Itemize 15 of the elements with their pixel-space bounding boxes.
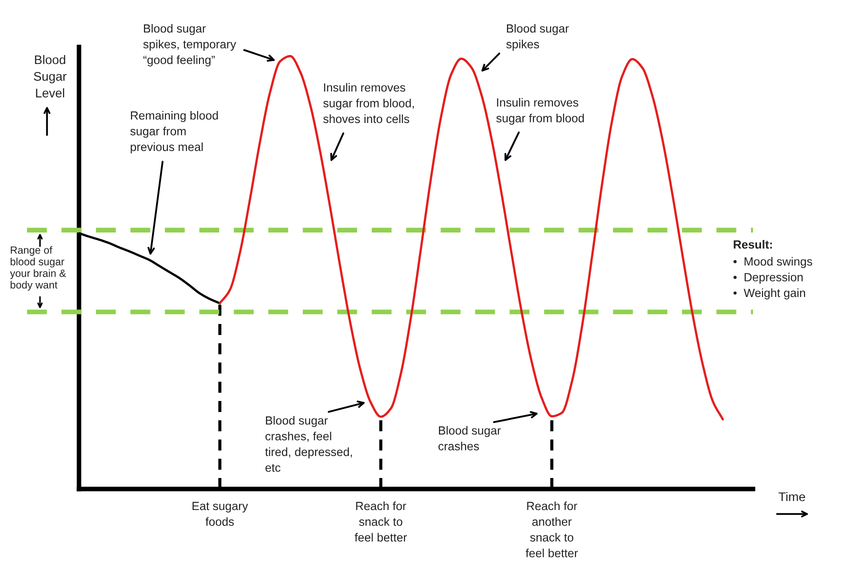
x-axis-title: Time (778, 492, 806, 502)
y-axis-title: Blood Sugar Level (34, 55, 66, 98)
annotation: Insulin removes sugar from blood, shoves into cells (323, 83, 414, 124)
annotation: Blood sugar crashes, feel tired, depressed, etc (265, 416, 352, 472)
annotation: Remaining blood sugar from previous meal (130, 111, 218, 154)
x-tick-label: Eat sugary foods (192, 502, 248, 526)
annotation: Blood sugar spikes, temporary “good feeling” (143, 24, 236, 66)
annotation: Insulin removes sugar from blood (496, 98, 584, 125)
x-tick-label: Reach for snack to feel better (354, 502, 407, 542)
annotation: • Mood swings • Depression • Weight gain (733, 257, 812, 300)
x-tick-label: Reach for another snack to feel better (526, 502, 578, 558)
text: Blood sugar spikes (506, 24, 569, 51)
annotation: Blood sugar crashes (438, 426, 501, 450)
ref-line-label: Range of blood sugar your brain & body want (10, 246, 66, 291)
annotation: Result: (734, 240, 772, 249)
